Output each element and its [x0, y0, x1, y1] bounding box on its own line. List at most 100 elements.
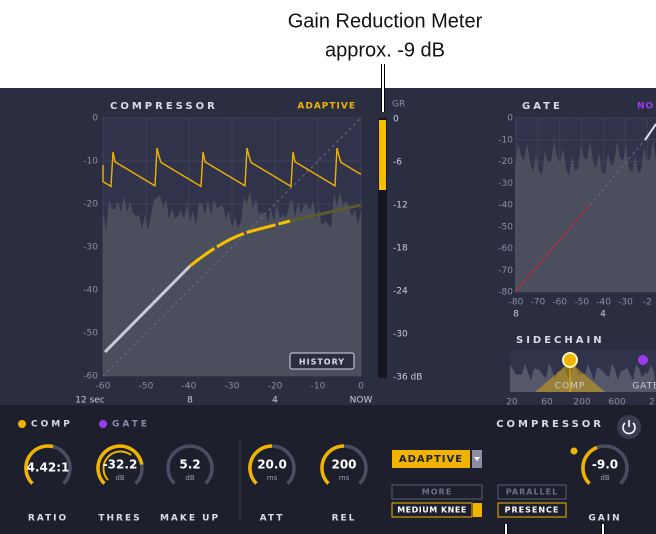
freq-label: 60 — [541, 398, 553, 408]
gate-x-label: -80 — [509, 298, 524, 308]
gate-threshold-line — [514, 204, 591, 293]
transfer-curve-low — [103, 264, 192, 354]
gate-curve — [644, 123, 656, 141]
knob-unit: ms — [267, 474, 278, 482]
knob-label: THRES — [98, 514, 141, 524]
knob-label: ATT — [260, 514, 285, 524]
x-axis-label: -40 — [182, 382, 197, 392]
sidechain-spectrum — [510, 363, 656, 392]
knob-track — [166, 444, 214, 485]
time-label: 4 — [272, 396, 278, 406]
gate-x-label: -30 — [618, 298, 633, 308]
gr-label: -30 — [393, 330, 408, 340]
time-label: 12 sec — [75, 396, 105, 406]
gate-y-label: -30 — [498, 179, 513, 189]
comp-tab[interactable]: COMP — [31, 420, 73, 430]
y-axis-label: -10 — [83, 157, 98, 167]
compressor-mode: ADAPTIVE — [297, 102, 356, 112]
gr-label: -18 — [393, 244, 408, 254]
gate-y-label: -20 — [498, 157, 513, 167]
sidechain-marker: GATE — [632, 382, 656, 392]
x-axis-label: -10 — [311, 382, 326, 392]
gate-y-label: 0 — [507, 114, 513, 124]
history-button-label[interactable]: HISTORY — [299, 358, 345, 367]
gate-title: GATE — [522, 101, 563, 112]
y-axis-label: -60 — [83, 372, 98, 382]
sidechain-marker: COMP — [555, 382, 586, 392]
envelope-line — [102, 147, 362, 188]
parallel-button[interactable] — [497, 484, 567, 500]
gr-label: -36 dB — [393, 373, 422, 383]
knob-unit: ms — [339, 474, 350, 482]
gr-label: 0 — [393, 115, 399, 125]
freq-label: 2 — [649, 398, 655, 408]
knee-dropdown-label[interactable]: MEDIUM KNEE — [397, 506, 467, 515]
gr-meter-fill — [379, 120, 386, 190]
x-axis-label: -20 — [268, 382, 283, 392]
knob-label: GAIN — [588, 514, 621, 524]
history-button[interactable] — [289, 352, 355, 370]
mode-dropdown[interactable] — [392, 450, 470, 468]
gr-label: -24 — [393, 287, 408, 297]
annotation-subtitle: approx. -9 dB — [325, 39, 445, 61]
x-axis-label: -30 — [225, 382, 240, 392]
waveform — [103, 191, 361, 376]
gate-x-label: -2 — [643, 298, 652, 308]
gain-indicator — [570, 447, 578, 455]
knob-value[interactable]: 20.0 — [257, 458, 287, 472]
freq-label: 200 — [573, 398, 590, 408]
parallel-button-label[interactable]: PARALLEL — [506, 488, 558, 497]
gate-time-label: 4 — [600, 310, 606, 320]
graph-marks — [102, 117, 656, 392]
presence-button[interactable] — [497, 502, 567, 518]
comp-tab-dot — [18, 420, 26, 428]
x-axis-label: 0 — [358, 382, 364, 392]
knob-arc — [581, 445, 598, 485]
gate-y-label: -80 — [498, 288, 513, 298]
gr-meter — [378, 118, 387, 378]
gate-tab[interactable]: GATE — [112, 420, 150, 430]
lower-panel — [0, 405, 656, 534]
knob-arc — [24, 444, 54, 485]
knob-value[interactable]: 4.42:1 — [27, 461, 70, 475]
knee-dropdown[interactable] — [391, 502, 473, 518]
gate-x-label: -60 — [552, 298, 567, 308]
gate-x-label: -40 — [596, 298, 611, 308]
gr-label: -12 — [393, 201, 408, 211]
knee-dropdown-arrow[interactable] — [473, 503, 482, 517]
y-axis-label: -50 — [83, 329, 98, 339]
gate-y-label: -60 — [498, 244, 513, 254]
knob-arc — [320, 444, 345, 485]
unity-line — [102, 117, 362, 377]
gate-x-label: -50 — [574, 298, 589, 308]
knob-label: REL — [332, 514, 357, 524]
gate-y-label: -50 — [498, 222, 513, 232]
more-button-label[interactable]: MORE — [422, 488, 452, 497]
gate-tab-dot — [99, 420, 107, 428]
gate-y-label: -70 — [498, 266, 513, 276]
presence-button-label[interactable]: PRESENCE — [505, 506, 560, 515]
gate-x-label: -70 — [531, 298, 546, 308]
knob-inner-arc — [102, 450, 132, 481]
freq-label: 20 — [506, 398, 518, 408]
y-axis-label: 0 — [92, 114, 98, 124]
mode-dropdown-label[interactable]: ADAPTIVE — [399, 454, 463, 465]
more-button[interactable] — [391, 484, 483, 500]
x-axis-label: -60 — [96, 382, 111, 392]
y-axis-label: -40 — [83, 286, 98, 296]
time-label: NOW — [350, 396, 373, 406]
transfer-curve-knee — [189, 219, 291, 268]
gate-band-handle — [638, 355, 648, 365]
gate-time-label: 8 — [513, 310, 519, 320]
knob-value[interactable]: 5.2 — [179, 458, 200, 472]
knob-value[interactable]: 200 — [331, 458, 356, 472]
section-title: COMPRESSOR — [496, 419, 604, 430]
time-label: 8 — [187, 396, 193, 406]
transfer-curve-high — [289, 203, 362, 223]
knob-value[interactable]: -32.2 — [103, 458, 138, 472]
knob-unit: dB — [600, 474, 609, 482]
y-axis-label: -20 — [83, 200, 98, 210]
knob-value[interactable]: -9.0 — [592, 458, 618, 472]
gr-label: -6 — [393, 158, 402, 168]
